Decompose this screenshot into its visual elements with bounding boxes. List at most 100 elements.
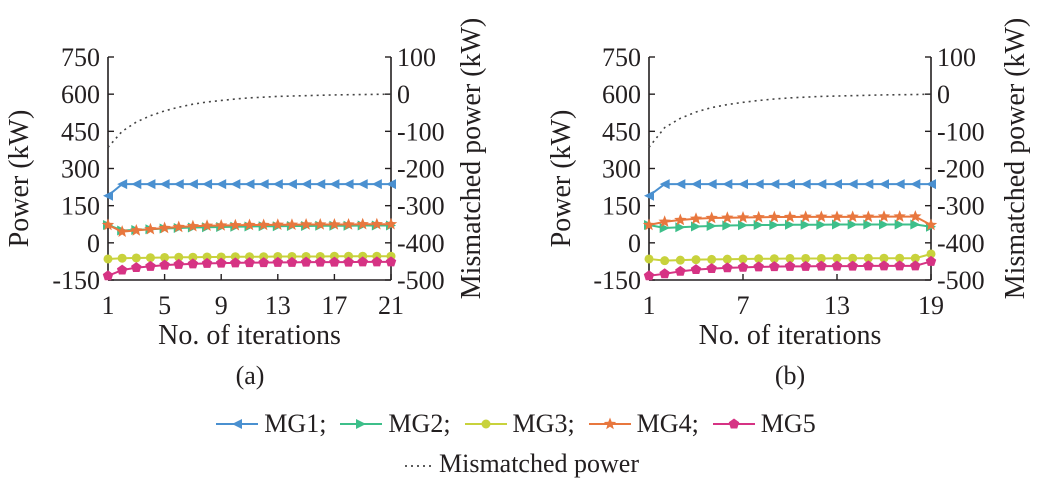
data-point [894, 219, 905, 230]
data-point [784, 260, 796, 271]
data-point [738, 179, 748, 190]
data-point [675, 222, 686, 233]
data-point [342, 218, 355, 230]
data-point [172, 220, 185, 233]
data-point [131, 179, 142, 190]
data-point [329, 179, 340, 190]
data-point [753, 179, 764, 190]
data-point [722, 262, 733, 273]
y-tick-label: 0 [628, 229, 641, 258]
data-point [386, 179, 396, 190]
data-point [737, 261, 749, 272]
data-point [357, 179, 368, 190]
data-point [301, 179, 312, 190]
y2-tick-label: 100 [397, 43, 436, 72]
data-point [216, 179, 227, 190]
data-point [144, 222, 157, 235]
data-point [832, 179, 842, 190]
data-point [202, 252, 212, 262]
data-point [286, 179, 297, 190]
data-point [863, 219, 874, 230]
data-point [202, 179, 213, 190]
data-point [230, 257, 241, 268]
y2-tick-label: -200 [937, 155, 985, 184]
data-point [102, 270, 114, 281]
series-mismatched-power [648, 93, 932, 148]
data-point [315, 256, 326, 267]
data-point [343, 256, 354, 267]
data-point [830, 210, 844, 223]
data-point [300, 256, 312, 267]
data-point [644, 190, 654, 201]
y-tick-label: 150 [61, 192, 100, 221]
legend-label: MG3; [512, 409, 575, 438]
data-point [103, 254, 113, 264]
legend-label: MG4; [636, 409, 699, 438]
data-point [258, 257, 269, 268]
data-point [356, 217, 369, 230]
data-point [272, 256, 284, 267]
data-point [910, 219, 921, 230]
legend-marker [728, 418, 740, 429]
data-point [200, 219, 214, 231]
data-point [799, 210, 812, 223]
data-point [643, 270, 655, 281]
data-point [848, 253, 858, 263]
data-point [785, 179, 795, 190]
data-point [131, 262, 142, 273]
x-axis-label: No. of iterations [158, 320, 341, 351]
data-point [299, 218, 313, 230]
data-point [769, 179, 780, 190]
y-tick-label: 150 [602, 192, 641, 221]
y2-tick-label: -400 [937, 229, 985, 258]
y-tick-label: 0 [87, 229, 100, 258]
data-point [116, 264, 128, 275]
data-point [754, 254, 764, 264]
data-point [158, 221, 171, 234]
data-point [370, 217, 384, 230]
legend-marker-icon [588, 417, 631, 430]
y2-tick-label: -100 [397, 117, 445, 146]
legend-marker [356, 419, 367, 429]
legend-item-mismatched-power: Mismatched power [403, 449, 639, 479]
y-tick-label: -150 [52, 266, 100, 295]
data-point [924, 218, 938, 231]
y-tick-label: 450 [61, 117, 100, 146]
data-point [926, 179, 936, 190]
data-point [722, 220, 733, 231]
series-mg5 [102, 256, 397, 281]
y-tick-label: 600 [61, 80, 100, 109]
x-tick-label: 13 [824, 291, 850, 320]
data-point [925, 255, 937, 266]
y2-tick-label: -200 [397, 155, 445, 184]
data-point [910, 260, 921, 271]
data-point [894, 179, 905, 190]
data-point [847, 179, 858, 190]
data-point [145, 179, 156, 190]
data-point [878, 260, 890, 271]
x-tick-label: 1 [643, 291, 656, 320]
data-point [832, 219, 842, 230]
data-point [879, 179, 889, 190]
data-point [145, 260, 156, 271]
legend-label: MG5 [760, 409, 816, 438]
y2-tick-label: 100 [937, 43, 976, 72]
data-point [674, 213, 687, 226]
data-point [879, 219, 889, 230]
data-point [244, 179, 255, 190]
y2-tick-label: -500 [937, 266, 985, 295]
data-point [243, 218, 256, 231]
y2-tick-label: -300 [937, 192, 985, 221]
data-point [753, 219, 764, 230]
data-point [800, 219, 811, 230]
legend-item-mg4: MG4; [587, 409, 699, 439]
data-point [707, 254, 717, 264]
x-tick-label: 19 [918, 291, 944, 320]
data-point [160, 252, 170, 262]
data-point [675, 265, 686, 276]
data-point [832, 253, 842, 263]
legend-marker-icon [464, 419, 507, 429]
y2-axis-label: Mismatched power (kW) [456, 18, 487, 299]
data-point [910, 179, 921, 190]
x-tick-label: 7 [737, 291, 750, 320]
